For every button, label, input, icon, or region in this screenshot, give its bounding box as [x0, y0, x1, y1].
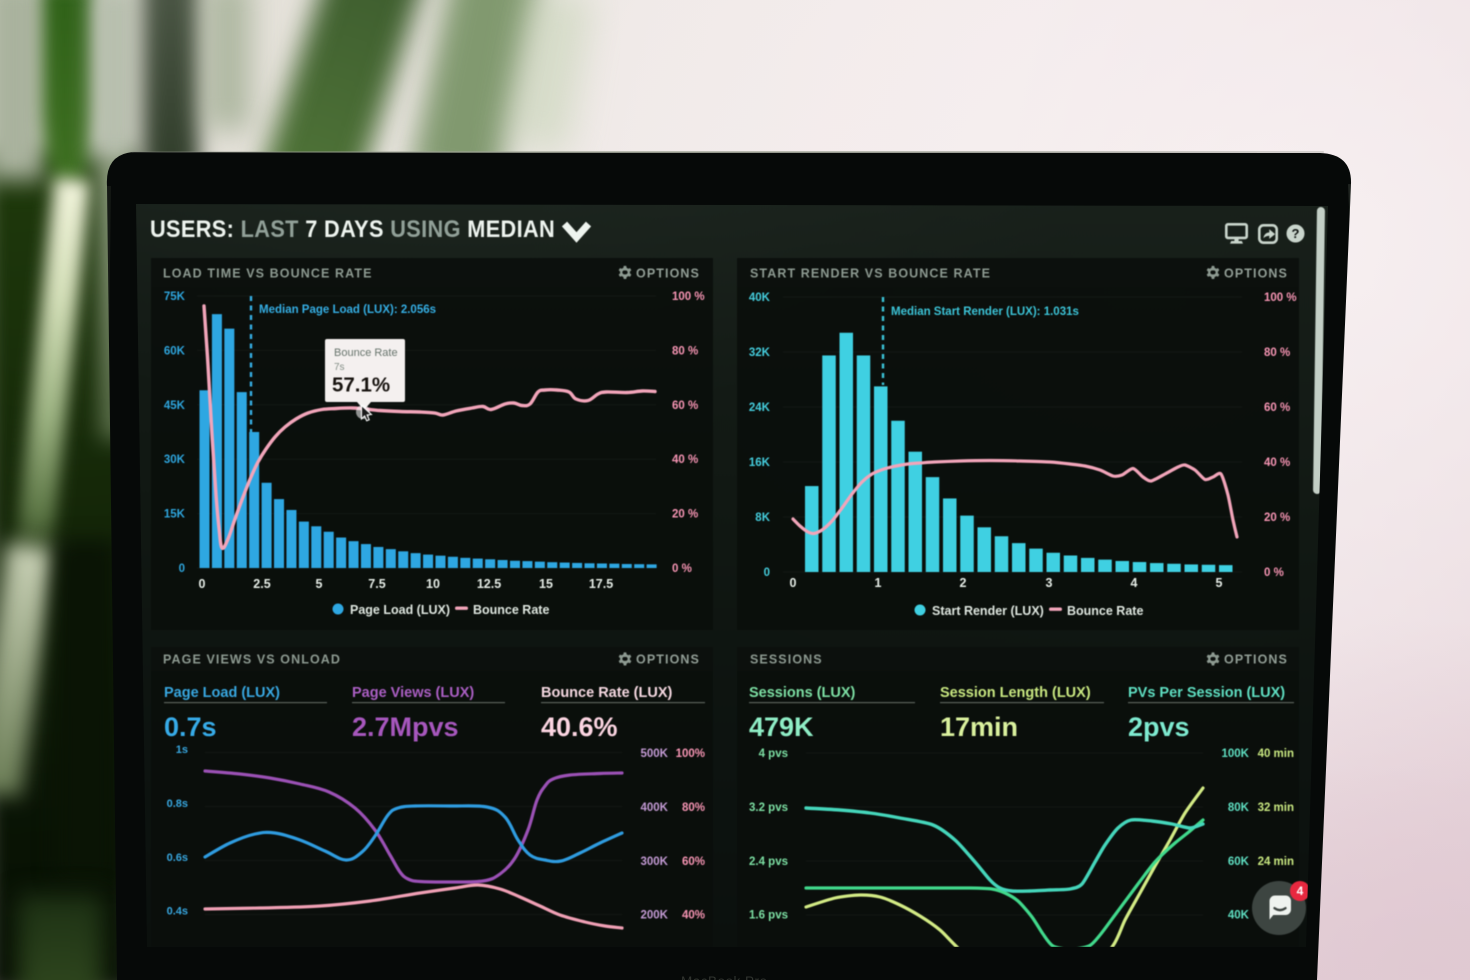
svg-text:PVs Per Session (LUX): PVs Per Session (LUX): [1128, 685, 1285, 701]
svg-text:16K: 16K: [749, 457, 771, 469]
svg-text:Sessions (LUX): Sessions (LUX): [749, 685, 856, 701]
svg-text:60K: 60K: [1228, 856, 1250, 868]
svg-text:Bounce Rate: Bounce Rate: [1067, 604, 1143, 618]
svg-text:100 %: 100 %: [672, 291, 705, 303]
svg-text:80K: 80K: [1228, 802, 1250, 814]
svg-text:Bounce Rate (LUX): Bounce Rate (LUX): [541, 685, 672, 701]
svg-text:Start Render (LUX): Start Render (LUX): [932, 604, 1044, 618]
svg-text:5: 5: [316, 577, 323, 591]
svg-text:5: 5: [1216, 576, 1223, 590]
svg-text:300K: 300K: [641, 856, 669, 868]
svg-text:17.5: 17.5: [589, 577, 613, 591]
svg-text:START RENDER VS BOUNCE RATE: START RENDER VS BOUNCE RATE: [750, 267, 991, 281]
svg-text:Bounce Rate: Bounce Rate: [334, 347, 398, 359]
svg-text:4: 4: [1131, 576, 1138, 590]
svg-text:24 min: 24 min: [1258, 856, 1294, 868]
svg-text:Median Page Load (LUX): 2.056s: Median Page Load (LUX): 2.056s: [259, 304, 436, 316]
svg-text:60K: 60K: [164, 345, 186, 357]
svg-text:4 pvs: 4 pvs: [759, 748, 788, 760]
svg-text:OPTIONS: OPTIONS: [1224, 653, 1288, 667]
svg-text:32K: 32K: [749, 347, 771, 359]
svg-text:7s: 7s: [334, 362, 345, 373]
svg-text:40K: 40K: [1228, 910, 1250, 922]
svg-text:40 min: 40 min: [1258, 748, 1294, 760]
svg-text:3: 3: [1046, 576, 1053, 590]
svg-text:20 %: 20 %: [672, 509, 698, 521]
svg-text:2.5: 2.5: [253, 577, 270, 591]
svg-text:0: 0: [179, 563, 185, 575]
svg-text:60 %: 60 %: [672, 400, 698, 412]
svg-text:60 %: 60 %: [1264, 402, 1290, 414]
svg-text:LOAD TIME VS BOUNCE RATE: LOAD TIME VS BOUNCE RATE: [163, 267, 373, 281]
svg-text:8K: 8K: [755, 512, 770, 524]
svg-text:1.6 pvs: 1.6 pvs: [749, 910, 788, 922]
svg-text:1: 1: [875, 576, 882, 590]
svg-text:479K: 479K: [749, 712, 814, 742]
svg-text:12.5: 12.5: [477, 577, 501, 591]
svg-text:100%: 100%: [676, 748, 705, 760]
svg-text:100K: 100K: [1222, 748, 1250, 760]
svg-text:?: ?: [1292, 226, 1300, 241]
svg-text:500K: 500K: [641, 748, 669, 760]
svg-text:PAGE VIEWS VS ONLOAD: PAGE VIEWS VS ONLOAD: [163, 653, 341, 667]
svg-text:10: 10: [426, 577, 440, 591]
svg-text:40.6%: 40.6%: [541, 712, 618, 742]
svg-text:0 %: 0 %: [672, 563, 692, 575]
svg-text:200K: 200K: [641, 910, 669, 922]
svg-text:100 %: 100 %: [1264, 292, 1297, 304]
svg-text:0.7s: 0.7s: [164, 712, 217, 742]
svg-text:0: 0: [764, 567, 770, 579]
svg-text:Session Length (LUX): Session Length (LUX): [940, 685, 1091, 701]
svg-text:0: 0: [199, 577, 206, 591]
svg-text:2pvs: 2pvs: [1128, 712, 1190, 742]
svg-text:3.2 pvs: 3.2 pvs: [749, 802, 788, 814]
svg-text:40 %: 40 %: [1264, 457, 1290, 469]
svg-text:0: 0: [790, 576, 797, 590]
svg-text:2.4 pvs: 2.4 pvs: [749, 856, 788, 868]
svg-text:24K: 24K: [749, 402, 771, 414]
svg-text:Median Start Render (LUX): 1.0: Median Start Render (LUX): 1.031s: [891, 306, 1079, 318]
svg-text:75K: 75K: [164, 291, 186, 303]
svg-text:2.7Mpvs: 2.7Mpvs: [352, 712, 459, 742]
svg-text:OPTIONS: OPTIONS: [636, 267, 700, 281]
svg-text:40 %: 40 %: [672, 454, 698, 466]
svg-text:OPTIONS: OPTIONS: [1224, 267, 1288, 281]
svg-text:60%: 60%: [682, 856, 705, 868]
svg-text:15: 15: [539, 577, 553, 591]
svg-text:15K: 15K: [164, 509, 186, 521]
svg-text:57.1%: 57.1%: [332, 374, 390, 397]
svg-text:0.6s: 0.6s: [167, 852, 188, 864]
svg-text:30K: 30K: [164, 454, 186, 466]
svg-text:7.5: 7.5: [368, 577, 385, 591]
svg-text:0 %: 0 %: [1264, 567, 1284, 579]
svg-text:20 %: 20 %: [1264, 512, 1290, 524]
svg-text:0.4s: 0.4s: [167, 906, 188, 918]
svg-text:Page Views (LUX): Page Views (LUX): [352, 685, 474, 701]
svg-text:1s: 1s: [176, 744, 188, 756]
svg-text:0.8s: 0.8s: [167, 798, 188, 810]
svg-text:Page Load (LUX): Page Load (LUX): [164, 685, 280, 701]
svg-text:Bounce Rate: Bounce Rate: [473, 603, 549, 617]
svg-text:80 %: 80 %: [1264, 347, 1290, 359]
svg-text:40K: 40K: [749, 292, 771, 304]
svg-text:80 %: 80 %: [672, 345, 698, 357]
svg-text:Page Load (LUX): Page Load (LUX): [350, 603, 450, 617]
svg-text:45K: 45K: [164, 400, 186, 412]
svg-text:SESSIONS: SESSIONS: [750, 653, 823, 667]
svg-text:40%: 40%: [682, 910, 705, 922]
svg-text:80%: 80%: [682, 802, 705, 814]
svg-text:17min: 17min: [940, 712, 1018, 742]
svg-text:400K: 400K: [641, 802, 669, 814]
svg-text:32 min: 32 min: [1258, 802, 1294, 814]
svg-text:OPTIONS: OPTIONS: [636, 653, 700, 667]
svg-text:2: 2: [960, 576, 967, 590]
